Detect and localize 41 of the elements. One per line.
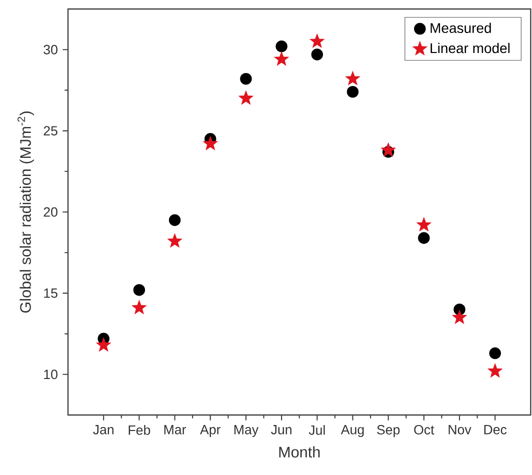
y-tick-label: 25 — [44, 126, 58, 136]
x-tick-label: Nov — [448, 425, 472, 434]
y-tick-label: 20 — [44, 207, 58, 217]
point — [311, 48, 323, 60]
x-tick-label: Apr — [200, 425, 221, 437]
point — [416, 217, 432, 232]
point — [488, 364, 502, 378]
x-tick-label: Feb — [128, 425, 150, 435]
point — [238, 90, 254, 105]
x-tick-label: Jun — [271, 425, 292, 434]
point — [168, 214, 181, 226]
point — [240, 72, 252, 85]
point — [276, 40, 288, 52]
point — [310, 34, 324, 48]
x-tick-label: May — [234, 425, 259, 437]
legend-label: Measured — [430, 22, 491, 34]
point — [203, 136, 218, 150]
x-tick-label: Aug — [340, 425, 364, 437]
point — [345, 71, 360, 86]
point — [381, 142, 396, 156]
x-axis-title: Month — [279, 446, 320, 458]
y-tick-label: 30 — [44, 44, 58, 54]
point — [489, 347, 501, 360]
x-tick-label: Dec — [484, 425, 507, 434]
y-axis-title: Global solar radiation (MJm$^{-2}$) — [18, 112, 34, 313]
y-tick-label: 10 — [44, 370, 58, 380]
x-tick-label: Jul — [308, 425, 325, 435]
point — [346, 86, 359, 98]
x-tick-label: Sep — [377, 425, 400, 438]
point — [96, 338, 111, 352]
y-tick-label: 15 — [44, 288, 58, 298]
point — [418, 232, 430, 244]
legend-label: Linear model — [430, 42, 510, 54]
x-tick-label: Jan — [93, 425, 114, 434]
point — [132, 300, 146, 314]
point — [274, 52, 289, 66]
point — [133, 284, 146, 296]
x-tick-label: Mar — [164, 425, 186, 434]
point — [452, 310, 467, 324]
point — [168, 234, 182, 248]
x-tick-label: Oct — [414, 425, 434, 434]
